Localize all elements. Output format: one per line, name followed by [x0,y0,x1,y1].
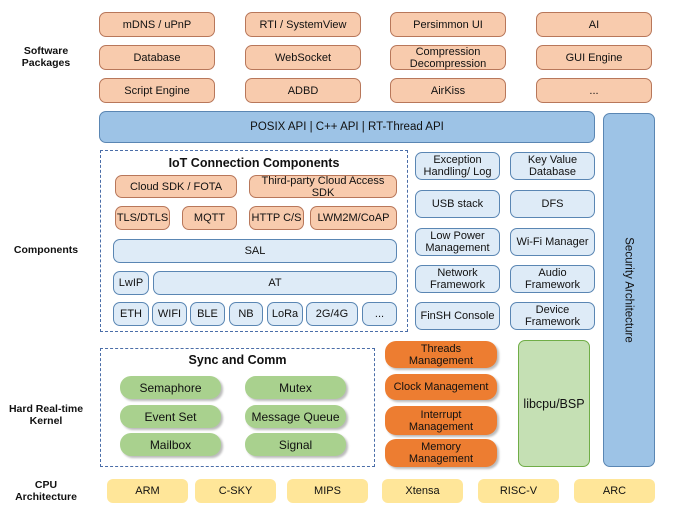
cpu-arch: Xtensa [382,479,463,503]
software-package: GUI Engine [536,45,652,70]
iot-component: ... [362,302,397,326]
layer-label: Components [13,244,79,256]
component: Audio Framework [510,265,595,293]
security-architecture-bar: Security Architecture [603,113,655,467]
layer-label: Software Packages [21,45,71,69]
iot-component: HTTP C/S [249,206,304,230]
component: Low Power Management [415,228,500,256]
iot-component: SAL [113,239,397,263]
software-package: AI [536,12,652,37]
iot-component: WIFI [152,302,187,326]
component: Exception Handling/ Log [415,152,500,180]
software-package: Persimmon UI [390,12,506,37]
sync-item: Semaphore [120,376,221,399]
component: USB stack [415,190,500,218]
component: DFS [510,190,595,218]
software-package: Script Engine [99,78,215,103]
iot-component: BLE [190,302,225,326]
layer-label: Hard Real-time Kernel [8,403,84,427]
iot-component: LwIP [113,271,149,295]
iot-component: 2G/4G [306,302,358,326]
cpu-arch: ARC [574,479,655,503]
software-package: AirKiss [390,78,506,103]
software-package: ADBD [245,78,361,103]
component: Network Framework [415,265,500,293]
software-package: WebSocket [245,45,361,70]
cpu-arch: MIPS [287,479,368,503]
iot-component: LWM2M/CoAP [310,206,397,230]
iot-component: LoRa [267,302,303,326]
libcpu-bsp: libcpu/BSP [518,340,590,467]
iot-component: NB [229,302,263,326]
sync-item: Mutex [245,376,346,399]
software-package: Database [99,45,215,70]
iot-component: ETH [113,302,149,326]
cpu-arch: RISC-V [478,479,559,503]
iot-component: AT [153,271,397,295]
layer-label: CPU Architecture [15,479,77,503]
sync-item: Signal [245,433,346,456]
iot-title: IoT Connection Components [168,156,340,170]
component: FinSH Console [415,302,500,330]
cpu-arch: C-SKY [195,479,276,503]
sync-title: Sync and Comm [188,353,287,367]
software-package: ... [536,78,652,103]
iot-component: MQTT [182,206,237,230]
component: Wi-Fi Manager [510,228,595,256]
sync-item: Mailbox [120,433,221,456]
kernel-module: Clock Management [385,374,497,400]
kernel-module: Memory Management [385,439,497,467]
kernel-module: Threads Management [385,341,497,368]
sync-item: Message Queue [245,405,346,428]
iot-component: Third-party Cloud Access SDK [249,175,397,199]
iot-component: TLS/DTLS [115,206,170,230]
cpu-arch: ARM [107,479,188,503]
sync-item: Event Set [120,405,221,428]
api-bar: POSIX API | C++ API | RT-Thread API [99,111,595,143]
sync-comm-group [100,348,375,467]
iot-component: Cloud SDK / FOTA [115,175,237,198]
security-architecture-bar-label: Security Architecture [623,237,635,343]
kernel-module: Interrupt Management [385,406,497,435]
component: Key Value Database [510,152,595,180]
component: Device Framework [510,302,595,330]
software-package: Compression Decompression [390,45,506,70]
software-package: RTI / SystemView [245,12,361,37]
software-package: mDNS / uPnP [99,12,215,37]
iot-connection-group [100,150,408,332]
